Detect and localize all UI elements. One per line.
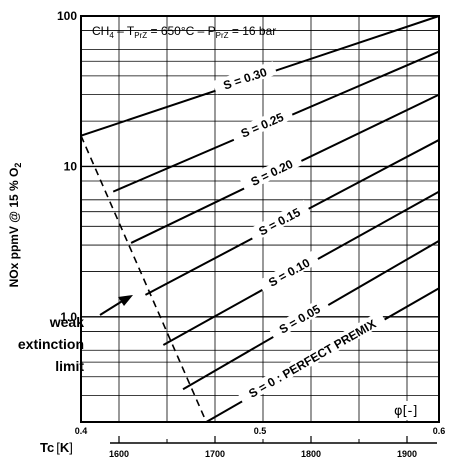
chart-title: CH4 – TPrZ = 650°C – PPrZ = 16 bar [92,24,276,40]
x-axis-label: φ[-] [394,404,417,419]
weak-extinction-annotation: weak extinction limit [18,295,133,374]
series-label-bg [212,61,278,95]
series-label: S = 0.10 [266,255,312,289]
x2-tick-label: 1900 [397,449,417,459]
series-label-bg [239,151,304,193]
series-lines: S = 0.30S = 0.25S = 0.20S = 0.15S = 0.10… [80,15,440,423]
x-tick-label: 0.4 [75,426,88,436]
series-label: S = 0.30 [221,65,268,93]
series-label-bg [237,310,387,405]
x2-tick-label: 1700 [205,449,225,459]
annotation-arrow-shaft [99,299,125,316]
series-label: S = 0.25 [239,110,286,141]
annotation-line-3: limit [55,358,84,374]
plot-frame [80,15,440,423]
x2-tick-label: 1800 [301,449,321,459]
y-tick-label: 10 [64,159,78,173]
x2-tick-label: 1600 [109,449,129,459]
x2-axis-label: Tc [K] [40,440,73,455]
annotation-line-1: weak [49,314,84,330]
series-label: S = 0.20 [249,157,296,189]
series-label-bg [229,105,294,144]
series-label-bg [257,250,320,294]
series-label-bg [247,199,311,242]
y-axis-label: NOx ppmV @ 15 % O2 [7,163,23,288]
weak-extinction-line [80,135,208,423]
y-tick-label: 1.0 [60,310,77,324]
x-tick-label: 0.6 [433,426,446,436]
x-tick-label: 0.5 [254,426,267,436]
y-tick-label: 100 [57,9,77,23]
tick-labels: 1.0 10 100 0.4 0.5 0.6 1600 1700 1800 1900 [57,9,446,459]
annotation-arrow-head [118,295,133,306]
series-label-bg [268,296,331,341]
annotation-line-2: extinction [18,336,84,352]
phi-label-box [388,401,436,420]
series-label: S = 0 : PERFECT PREMIX [246,317,378,401]
